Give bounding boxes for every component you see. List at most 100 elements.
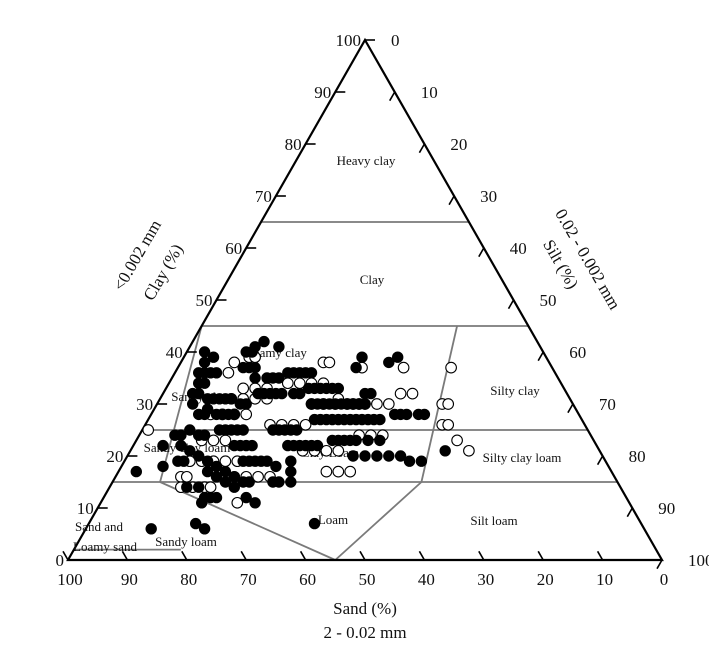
filled-data-point	[184, 424, 196, 436]
filled-data-point	[130, 465, 143, 478]
sand-tick-label: 0	[660, 570, 669, 589]
open-data-point	[332, 465, 345, 478]
filled-data-point	[273, 476, 285, 488]
silt-tick	[448, 195, 455, 206]
filled-data-point	[261, 455, 273, 467]
clay-tick-label: 30	[136, 395, 153, 414]
filled-data-point	[285, 455, 297, 467]
sand-tick	[62, 550, 69, 561]
filled-data-point	[383, 356, 395, 369]
open-data-point	[207, 434, 220, 447]
sand-tick	[181, 550, 188, 561]
open-data-point	[180, 470, 193, 483]
sand-tick-label: 50	[359, 570, 376, 589]
silt-tick	[478, 247, 485, 258]
filled-data-point	[198, 377, 211, 389]
open-data-point	[371, 398, 383, 410]
filled-data-point	[198, 491, 211, 504]
sand-tick-label: 90	[121, 570, 138, 589]
class-boundary-line	[334, 481, 423, 561]
filled-data-point	[273, 372, 285, 384]
filled-data-point	[350, 434, 362, 447]
silt-tick-label: 0	[391, 31, 400, 50]
open-data-point	[445, 361, 457, 374]
sand-tick	[418, 550, 426, 561]
filled-data-point	[294, 387, 306, 400]
region-loam: Loam	[318, 512, 348, 527]
sand-tick	[359, 550, 366, 561]
open-data-point	[344, 465, 357, 478]
filled-data-point	[240, 491, 252, 504]
filled-data-point	[285, 476, 297, 488]
region-sand-and: Sand and	[75, 519, 124, 534]
filled-data-point	[145, 523, 157, 535]
sand-tick-label: 100	[57, 570, 83, 589]
filled-data-point	[311, 439, 324, 452]
sand-tick	[121, 550, 129, 561]
filled-data-point	[249, 372, 261, 384]
region-loamy-sand: Loamy sand	[73, 539, 137, 554]
silt-tick	[656, 559, 663, 570]
sand-tick-label: 60	[299, 570, 316, 589]
clay-tick-label: 10	[77, 499, 94, 518]
open-data-point	[332, 444, 345, 457]
filled-data-point	[237, 424, 249, 436]
sand-tick	[478, 550, 485, 561]
filled-data-point	[356, 351, 368, 363]
filled-data-point	[178, 455, 190, 467]
filled-data-point	[383, 450, 395, 462]
filled-data-point	[394, 450, 407, 462]
filled-data-point	[371, 450, 383, 462]
silt-tick	[507, 299, 515, 310]
open-data-point	[222, 366, 235, 379]
clay-tick-label: 90	[314, 83, 331, 102]
filled-data-point	[219, 476, 232, 488]
filled-data-point	[207, 351, 220, 363]
filled-data-point	[291, 424, 303, 436]
silt-tick-label: 30	[480, 187, 497, 206]
open-data-point	[451, 434, 463, 447]
filled-data-point	[169, 429, 181, 441]
filled-data-point	[237, 455, 249, 467]
sand-tick-label: 80	[180, 570, 197, 589]
filled-data-point	[308, 517, 321, 530]
open-data-point	[442, 398, 455, 410]
filled-data-point	[273, 341, 285, 353]
silt-tick-label: 70	[599, 395, 616, 414]
filled-data-point	[228, 408, 241, 421]
silt-tick-label: 60	[569, 343, 586, 362]
silt-tick-label: 80	[629, 447, 646, 466]
sand-tick-label: 10	[596, 570, 613, 589]
sand-tick	[537, 550, 544, 561]
filled-data-point	[225, 393, 238, 405]
sand-tick-label: 40	[418, 570, 435, 589]
sand-axis-title: Sand (%)	[333, 599, 397, 618]
filled-data-point	[305, 367, 318, 379]
sand-tick	[656, 550, 663, 561]
filled-data-point	[189, 517, 202, 530]
sand-tick	[596, 550, 604, 561]
filled-data-point	[157, 460, 169, 473]
open-data-point	[228, 356, 241, 369]
filled-data-point	[186, 398, 199, 410]
filled-data-point	[392, 351, 404, 363]
filled-data-point	[249, 497, 261, 509]
filled-data-point	[249, 341, 261, 353]
silt-tick	[359, 39, 366, 50]
filled-data-point	[347, 450, 359, 462]
filled-data-point	[418, 408, 431, 421]
filled-data-point	[157, 439, 169, 452]
filled-data-point	[415, 455, 428, 467]
open-data-point	[442, 418, 455, 431]
silt-tick	[389, 91, 396, 102]
silt-tick-label: 100	[688, 551, 709, 570]
region-heavy-clay: Heavy clay	[337, 153, 396, 168]
filled-data-point	[192, 450, 205, 462]
data-points	[130, 335, 475, 535]
open-data-point	[320, 465, 333, 478]
sand-tick-label: 20	[537, 570, 554, 589]
silt-tick-label: 20	[450, 135, 467, 154]
silt-tick	[537, 351, 544, 362]
